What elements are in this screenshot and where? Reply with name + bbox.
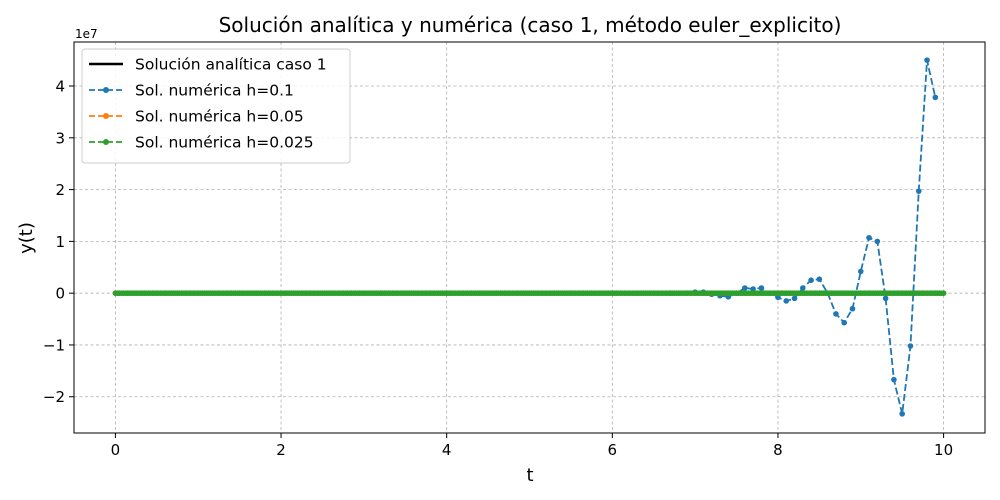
x-tick-label-3: 6 (608, 441, 618, 459)
legend-item-1: Sol. numérica h=0.1 (89, 82, 294, 100)
x-tick-label-4: 8 (773, 441, 783, 459)
data-point (891, 376, 897, 383)
x-axis-label: t (526, 465, 533, 486)
data-point (833, 311, 839, 317)
x-tick-label-1: 2 (276, 441, 286, 459)
data-point (841, 319, 848, 326)
axes-frame (73, 41, 986, 434)
data-point (866, 234, 872, 241)
y-tick-label-4: 2 (55, 181, 65, 199)
legend-label-1: Sol. numérica h=0.1 (135, 82, 294, 100)
legend-marker-2 (103, 113, 109, 119)
y-tick-label-5: 3 (55, 129, 65, 147)
series-3 (112, 290, 947, 296)
data-point (791, 295, 798, 302)
legend-box (81, 48, 351, 164)
data-point (915, 188, 922, 194)
data-point (775, 294, 781, 301)
x-tick-label-2: 4 (442, 441, 452, 459)
data-point (808, 277, 814, 284)
legend-marker-3 (103, 139, 109, 145)
chart-title: Solución analítica y numérica (caso 1, m… (219, 13, 842, 37)
y-axis-label: y(t) (16, 222, 37, 254)
y-tick-label-6: 4 (55, 78, 65, 96)
data-point (924, 57, 930, 63)
data-point (899, 411, 905, 417)
data-point (800, 285, 806, 291)
data-point (816, 276, 823, 282)
x-tick-label-0: 0 (111, 441, 121, 459)
y-tick-label-3: 1 (55, 233, 65, 251)
legend-label-2: Sol. numérica h=0.05 (135, 108, 304, 126)
legend-item-2: Sol. numérica h=0.05 (89, 108, 304, 126)
data-point (742, 285, 748, 291)
series-line-1 (670, 59, 937, 415)
data-point (907, 343, 914, 349)
data-point (750, 286, 756, 292)
y-tick-label-0: −2 (43, 388, 65, 406)
data-point (783, 298, 790, 304)
data-point (758, 285, 765, 291)
data-point (857, 268, 864, 275)
ticks: 0 2 4 6 8 10 −2 −1 0 1 2 3 4 (43, 78, 953, 459)
data-point (874, 238, 881, 245)
series-1 (667, 57, 939, 417)
legend-marker-1 (103, 87, 109, 93)
legend-item-3: Sol. numérica h=0.025 (89, 134, 314, 152)
y-tick-label-1: −1 (43, 336, 65, 354)
data-point (882, 295, 889, 302)
y-tick-label-2: 0 (55, 285, 65, 303)
data-point (849, 305, 856, 312)
y-offset-label: 1e7 (75, 27, 98, 41)
legend-item-0: Solución analítica caso 1 (89, 56, 327, 74)
legend-label-3: Sol. numérica h=0.025 (135, 134, 314, 152)
series-layer (112, 57, 947, 417)
data-point (932, 94, 939, 101)
legend-label-0: Solución analítica caso 1 (135, 56, 327, 74)
x-tick-label-5: 10 (934, 441, 953, 459)
plot-frame (73, 41, 986, 434)
legend: Solución analítica caso 1 Sol. numérica h… (81, 48, 351, 164)
data-point (940, 290, 947, 296)
